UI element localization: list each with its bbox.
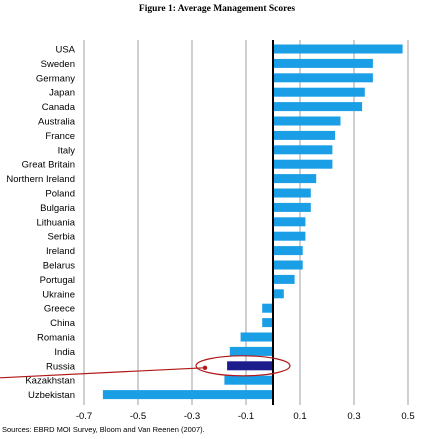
category-label: Northern Ireland	[6, 174, 75, 185]
category-label: France	[45, 131, 75, 142]
category-label: Uzbekistan	[28, 390, 75, 401]
category-label: Romania	[37, 333, 76, 344]
bar-france	[273, 130, 336, 140]
bar-italy	[273, 145, 333, 155]
category-label: China	[50, 318, 76, 329]
category-label: Australia	[38, 117, 76, 128]
category-label: Canada	[42, 102, 76, 113]
category-label: Ukraine	[42, 289, 75, 300]
highlight-ellipse	[195, 355, 291, 377]
bar-greece	[262, 303, 273, 313]
category-label: Belarus	[43, 261, 75, 272]
bar-japan	[273, 87, 365, 97]
bar-serbia	[273, 231, 306, 241]
bar-poland	[273, 188, 311, 198]
figure-title: Figure 1: Average Management Scores	[139, 4, 295, 14]
bar-canada	[273, 102, 363, 112]
bar-lithuania	[273, 217, 306, 227]
x-tick-label: -0.3	[184, 411, 200, 422]
category-label: Italy	[58, 145, 76, 156]
category-label: Russia	[46, 361, 76, 372]
category-labels: USA Sweden Germany Japan Canada Australia Fran…	[6, 45, 75, 402]
annotation-arrow-head	[202, 365, 208, 370]
bar-sweden	[273, 58, 373, 68]
bar-ireland	[273, 246, 303, 256]
category-label: Germany	[36, 73, 75, 84]
category-label: Bulgaria	[40, 203, 76, 214]
category-label: USA	[55, 45, 75, 56]
x-tick-label: -0.7	[76, 411, 92, 422]
x-tick-label: -0.1	[238, 411, 254, 422]
bar-australia	[273, 116, 341, 126]
category-label: Greece	[44, 304, 75, 315]
annotation-arrow-shaft	[0, 367, 205, 379]
category-label: Serbia	[48, 232, 76, 243]
category-label: Portugal	[40, 275, 75, 286]
bar-romania	[240, 332, 273, 342]
bar-uzbekistan	[102, 390, 274, 400]
source-note: Sources: EBRD MOI Survey, Bloom and Van …	[2, 425, 205, 434]
bar-kazakhstan	[224, 375, 273, 385]
bar-portugal	[273, 274, 295, 284]
category-label: India	[54, 347, 75, 358]
bar-belarus	[273, 260, 303, 270]
bar-china	[262, 318, 273, 328]
x-tick-label: 0.3	[347, 411, 360, 422]
x-tick-label: 0.1	[293, 411, 306, 422]
category-label: Lithuania	[36, 217, 75, 228]
bars-group	[102, 44, 403, 400]
category-label: Sweden	[41, 59, 75, 70]
category-label: Great Britain	[22, 160, 75, 171]
bar-northern-ireland	[273, 174, 317, 184]
bar-ukraine	[273, 289, 284, 299]
category-label: Ireland	[46, 246, 75, 257]
highlight-annotation	[0, 355, 291, 379]
bar-germany	[273, 73, 373, 83]
bar-great-britain	[273, 159, 333, 169]
x-tick-label: -0.5	[130, 411, 146, 422]
bar-usa	[273, 44, 403, 54]
bar-russia	[227, 361, 273, 371]
x-tick-label: 0.5	[401, 411, 414, 422]
bar-india	[229, 346, 273, 356]
x-tick-labels: -0.7 -0.5 -0.3 -0.1 0.1 0.3 0.5	[76, 411, 415, 422]
category-label: Kazakhstan	[25, 376, 75, 387]
category-label: Poland	[45, 189, 75, 200]
bar-bulgaria	[273, 202, 311, 212]
category-label: Japan	[49, 88, 75, 99]
